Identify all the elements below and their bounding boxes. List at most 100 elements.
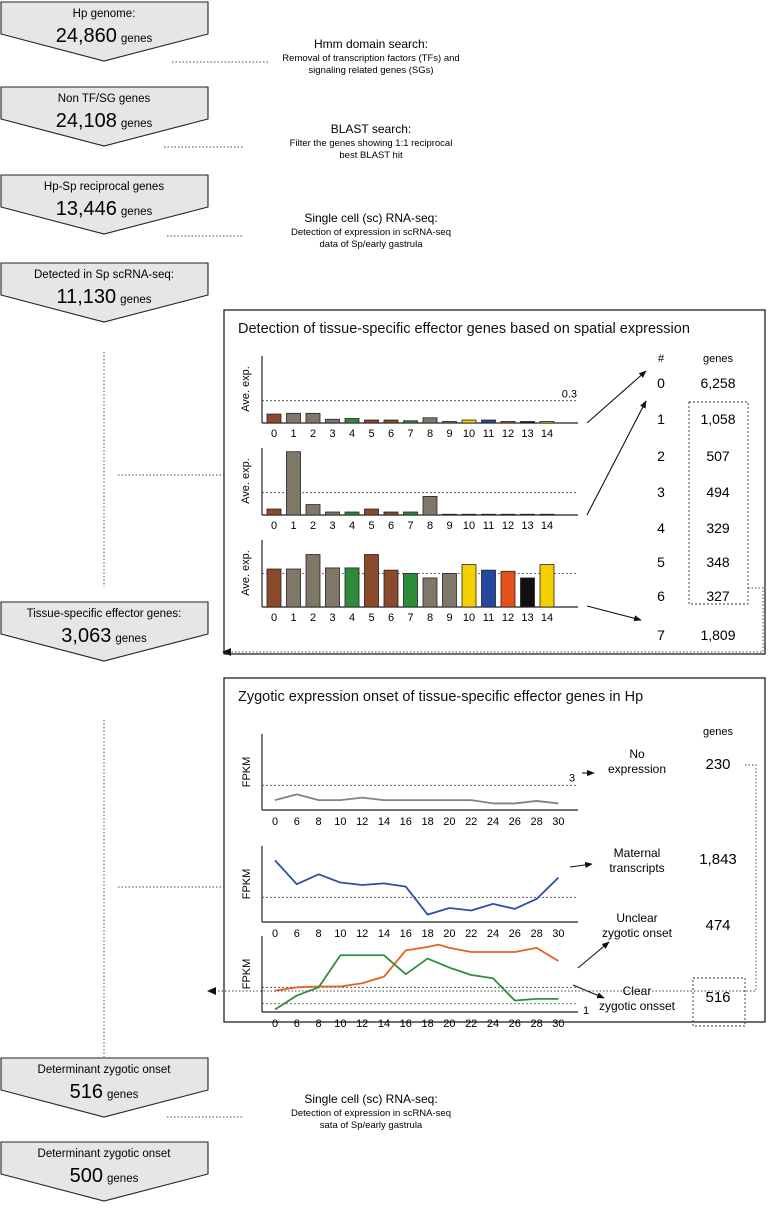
- bar-tick-0-2: 2: [310, 428, 316, 440]
- line-tick-1-10: 24: [487, 928, 499, 940]
- onset-cat-line1-0: No: [629, 747, 645, 761]
- funnel-count-value-5: 516: [70, 1081, 103, 1103]
- bar-tick-2-6: 6: [388, 612, 394, 624]
- bar-tick-0-12: 12: [502, 428, 514, 440]
- bar-tick-1-5: 5: [368, 520, 374, 532]
- funnel-unit-6: genes: [107, 1173, 139, 1185]
- bar-1-13: [520, 513, 535, 516]
- bar-tick-0-3: 3: [329, 428, 335, 440]
- line-series-0-0: [274, 793, 559, 805]
- line-tick-0-13: 30: [552, 816, 564, 828]
- funnel-count-5: 516 genes: [70, 1081, 139, 1103]
- table-num-header: #: [658, 353, 665, 365]
- funnel-count-value-3: 11,130: [56, 286, 116, 308]
- bar-tick-2-11: 11: [483, 612, 494, 624]
- bar-0-11: [481, 419, 496, 424]
- line-tick-2-13: 30: [552, 1018, 564, 1030]
- threshold-label-3: 3: [569, 772, 575, 784]
- funnel-count-6: 500 genes: [70, 1165, 139, 1187]
- bar-0-6: [383, 419, 399, 424]
- bar-1-12: [500, 513, 516, 516]
- line-chart-0-ylabel: FPKM: [241, 757, 253, 788]
- onset-cat-genes-3: 516: [705, 989, 730, 1006]
- group-genes-7: 1,809: [700, 627, 735, 643]
- funnel-unit-1: genes: [121, 118, 153, 130]
- group-genes-2: 507: [706, 448, 730, 464]
- bar-1-3: [325, 511, 340, 516]
- step-line2-1: best BLAST hit: [339, 150, 403, 161]
- line-tick-2-4: 12: [356, 1018, 368, 1030]
- bar-tick-1-2: 2: [310, 520, 316, 532]
- step-line2-0: signaling related genes (SGs): [308, 65, 433, 76]
- funnel-count-value-6: 500: [70, 1165, 103, 1187]
- onset-cat-line2-0: expression: [608, 762, 666, 776]
- bar-tick-1-8: 8: [427, 520, 433, 532]
- bar-2-6: [383, 569, 399, 608]
- bar-1-8: [422, 495, 438, 516]
- line-tick-0-5: 14: [378, 816, 390, 828]
- line-tick-1-9: 22: [465, 928, 477, 940]
- arrow-to-maternal: [569, 861, 593, 868]
- bar-0-4: [344, 418, 360, 424]
- bar-tick-0-9: 9: [446, 428, 452, 440]
- funnel-label-0: Hp genome:: [73, 8, 136, 20]
- panel-zygotic-frame: [223, 677, 766, 1023]
- line-tick-1-12: 28: [530, 928, 542, 940]
- zygotic-genes-header: genes: [703, 726, 733, 738]
- bar-1-4: [344, 511, 360, 516]
- bar-2-9: [442, 573, 457, 608]
- line-tick-2-12: 28: [530, 1018, 542, 1030]
- bar-0-9: [442, 421, 457, 424]
- bar-2-11: [481, 569, 496, 608]
- funnel-label-6: Determinant zygotic onset: [38, 1148, 172, 1160]
- step-title-1: BLAST search:: [331, 122, 411, 136]
- threshold-label-0-3: 0.3: [562, 389, 577, 401]
- bar-tick-0-13: 13: [521, 428, 533, 440]
- clear-onset-box: [692, 977, 746, 1027]
- group-number-4: 4: [657, 520, 665, 536]
- step-title-3: Single cell (sc) RNA-seq:: [304, 1092, 437, 1106]
- step-line1-2: Detection of expression in scRNA-seq: [291, 227, 451, 238]
- bar-0-10: [461, 419, 477, 424]
- panel-spatial-title: Detection of tissue-specific effector ge…: [238, 321, 690, 337]
- line-tick-1-8: 20: [443, 928, 455, 940]
- arrow-to-unclear: [577, 941, 610, 969]
- group-genes-3: 494: [706, 484, 730, 500]
- line-tick-0-8: 20: [443, 816, 455, 828]
- bar-0-0: [266, 413, 282, 424]
- arrow-chart2-to-group7: [586, 605, 642, 622]
- funnel-stage-3: [0, 262, 209, 323]
- line-tick-2-3: 10: [334, 1018, 346, 1030]
- line-tick-1-6: 16: [400, 928, 412, 940]
- step-line2-2: data of Sp/early gastrula: [320, 239, 424, 250]
- bar-tick-2-5: 5: [368, 612, 374, 624]
- bar-tick-1-9: 9: [446, 520, 452, 532]
- bar-tick-0-1: 1: [290, 428, 296, 440]
- funnel-count-4: 3,063 genes: [61, 625, 147, 647]
- bar-tick-2-13: 13: [521, 612, 533, 624]
- bar-tick-1-4: 4: [349, 520, 355, 532]
- funnel-label-1: Non TF/SG genes: [58, 93, 151, 105]
- bar-0-2: [305, 412, 321, 424]
- bar-chart-0-ylabel: Ave. exp.: [240, 366, 252, 412]
- bar-2-10: [461, 564, 477, 608]
- bar-tick-2-2: 2: [310, 612, 316, 624]
- threshold-label-1: 1: [583, 1005, 589, 1017]
- bar-2-4: [344, 567, 360, 608]
- bar-1-2: [305, 504, 321, 516]
- line-tick-0-3: 10: [334, 816, 346, 828]
- bar-tick-0-8: 8: [427, 428, 433, 440]
- bar-tick-0-7: 7: [407, 428, 413, 440]
- arrow-to-clear: [572, 984, 605, 999]
- line-tick-2-8: 20: [443, 1018, 455, 1030]
- bar-2-12: [500, 570, 516, 608]
- bar-2-7: [403, 573, 418, 608]
- bar-0-12: [500, 421, 516, 424]
- bar-0-7: [403, 420, 418, 424]
- funnel-count-value-4: 3,063: [61, 625, 111, 647]
- line-tick-0-6: 16: [400, 816, 412, 828]
- group-number-6: 6: [657, 588, 665, 604]
